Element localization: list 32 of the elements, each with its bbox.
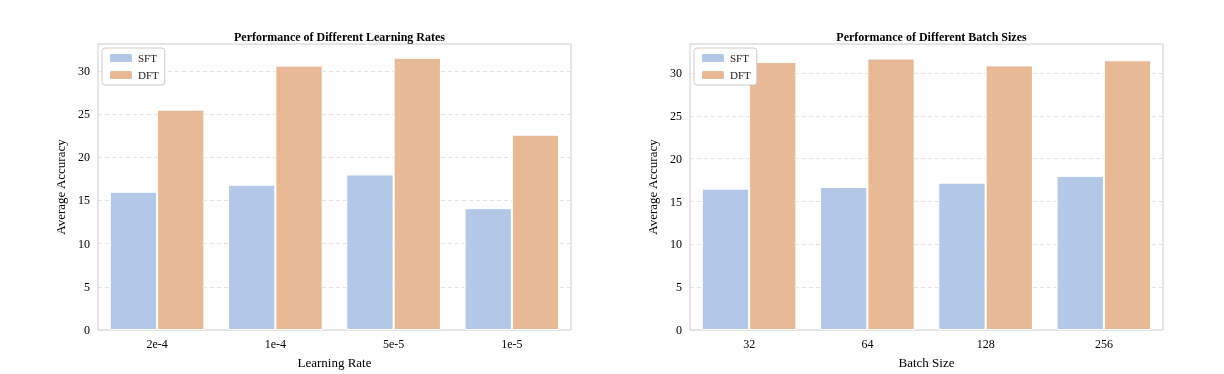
x-tick-label: 64 <box>861 337 874 351</box>
y-tick-label: 0 <box>84 323 90 337</box>
legend-label: DFT <box>730 69 752 81</box>
x-tick-label: 128 <box>976 337 995 351</box>
chart-title: Performance of Different Batch Sizes <box>836 30 1028 44</box>
x-tick-label: 32 <box>743 337 756 351</box>
y-tick-label: 20 <box>670 151 682 166</box>
y-tick-label: 20 <box>78 150 90 165</box>
x-tick-label: 1e-4 <box>264 337 287 351</box>
legend-label: SFT <box>730 52 750 64</box>
chart-title: Performance of Different Learning Rates <box>233 30 446 44</box>
legend-label: DFT <box>138 69 160 81</box>
legend-label: SFT <box>138 52 158 64</box>
y-tick-label: 10 <box>670 237 682 252</box>
y-tick-label: 5 <box>676 280 682 295</box>
y-axis-title: Average Accuracy <box>645 138 661 235</box>
x-tick-label: 1e-5 <box>501 337 523 351</box>
y-tick-label: 25 <box>78 106 90 121</box>
y-tick-label: 25 <box>670 108 682 123</box>
y-tick-label: 5 <box>84 279 90 294</box>
x-tick-label: 5e-5 <box>382 337 405 351</box>
x-tick-label: 2e-4 <box>146 337 168 351</box>
y-axis-title: Average Accuracy <box>53 138 69 235</box>
y-tick-label: 30 <box>78 63 90 78</box>
x-axis-title: Batch Size <box>898 355 955 370</box>
y-tick-label: 10 <box>78 236 90 251</box>
y-tick-label: 0 <box>676 323 682 337</box>
y-tick-label: 30 <box>670 66 682 81</box>
y-tick-label: 15 <box>78 193 90 208</box>
y-tick-label: 15 <box>670 194 682 209</box>
x-axis-title: Learning Rate <box>297 355 372 370</box>
x-tick-label: 256 <box>1094 337 1113 351</box>
